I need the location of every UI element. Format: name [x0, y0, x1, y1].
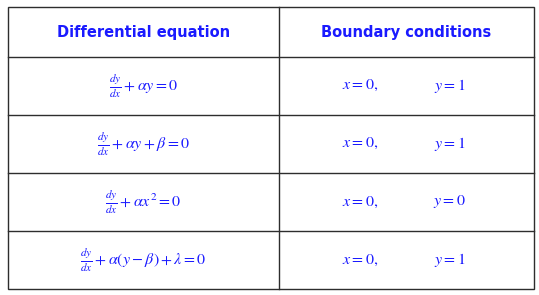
Text: $\frac{dy}{dx} + \alpha x^2 = 0$: $\frac{dy}{dx} + \alpha x^2 = 0$	[105, 188, 182, 216]
Text: Differential equation: Differential equation	[57, 24, 230, 40]
Text: $x = 0,$: $x = 0,$	[342, 136, 378, 151]
Text: Boundary conditions: Boundary conditions	[321, 24, 491, 40]
Text: $x = 0,$: $x = 0,$	[342, 78, 378, 93]
Text: $\frac{dy}{dx} + \alpha(y - \beta) + \lambda = 0$: $\frac{dy}{dx} + \alpha(y - \beta) + \la…	[80, 246, 206, 274]
Text: $\frac{dy}{dx} + \alpha y = 0$: $\frac{dy}{dx} + \alpha y = 0$	[109, 72, 178, 100]
Text: $\frac{dy}{dx} + \alpha y + \beta = 0$: $\frac{dy}{dx} + \alpha y + \beta = 0$	[97, 130, 190, 158]
Text: $x = 0,$: $x = 0,$	[342, 194, 378, 209]
Text: $y = 0$: $y = 0$	[433, 194, 466, 210]
Text: $y = 1$: $y = 1$	[434, 77, 465, 95]
Text: $y = 1$: $y = 1$	[434, 251, 465, 269]
Text: $x = 0,$: $x = 0,$	[342, 253, 378, 268]
Text: $y = 1$: $y = 1$	[434, 135, 465, 153]
